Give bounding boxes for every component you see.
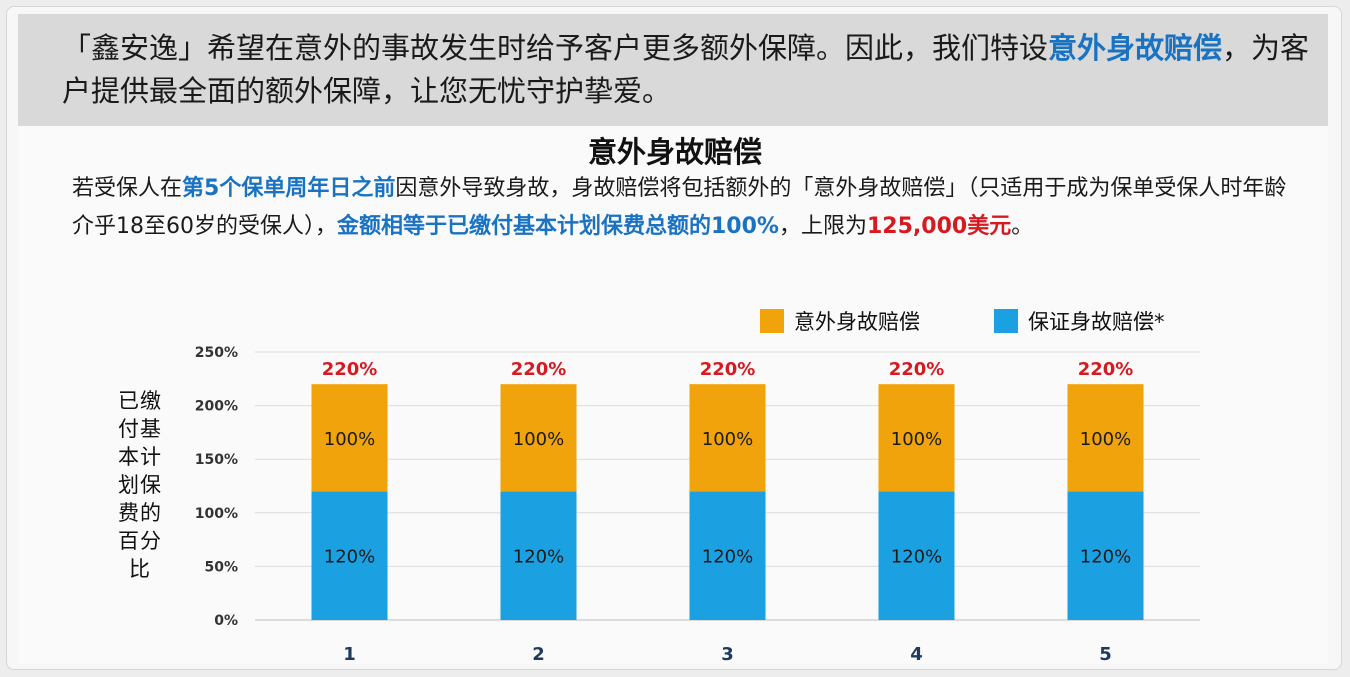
bar-segment-guaranteed xyxy=(500,491,577,620)
legend-label-guaranteed: 保证身故赔偿* xyxy=(1028,310,1165,334)
y-tick-label: 0% xyxy=(214,613,238,629)
legend-swatch-accidental xyxy=(760,309,784,333)
x-tick-label: 1 xyxy=(343,644,356,665)
bar-segment-accidental xyxy=(878,384,955,492)
y-axis-label: 已缴付基本计划保费的百分比 xyxy=(118,389,162,581)
legend-swatch-guaranteed xyxy=(994,309,1018,333)
description-text-1: 若受保人在 xyxy=(72,176,183,201)
x-tick-label: 2 xyxy=(532,644,545,665)
x-tick-label: 3 xyxy=(721,644,734,665)
description-highlight-deadline: 第5个保单周年日之前 xyxy=(182,176,396,201)
legend-item-accidental: 意外身故赔偿 xyxy=(760,306,920,336)
bar-segment-accidental xyxy=(1067,384,1144,492)
bar-segment-guaranteed xyxy=(1067,491,1144,620)
y-tick-label: 150% xyxy=(195,452,238,468)
y-tick-label: 250% xyxy=(195,345,238,361)
total-label: 220% xyxy=(700,359,756,380)
benefit-description: 若受保人在第5个保单周年日之前因意外导致身故，身故赔偿将包括额外的「意外身故赔偿… xyxy=(72,170,1292,246)
x-tick-label: 5 xyxy=(1099,644,1112,665)
data-label-accidental: 100% xyxy=(513,429,564,450)
data-label-accidental: 100% xyxy=(324,429,375,450)
data-label-accidental: 100% xyxy=(1080,429,1131,450)
intro-banner: 「鑫安逸」希望在意外的事故发生时给予客户更多额外保障。因此，我们特设意外身故赔偿… xyxy=(18,14,1328,126)
description-text-2: 因意外导致身故，身故赔偿将包括额外的「意外身故赔偿」（只适用于成为保单受保人时年… xyxy=(72,176,1287,239)
y-tick-label: 50% xyxy=(204,559,238,575)
bar-segment-guaranteed xyxy=(311,491,388,620)
y-tick-label: 100% xyxy=(195,506,238,522)
total-label: 220% xyxy=(889,359,945,380)
bar-segment-accidental xyxy=(500,384,577,492)
bar-segment-guaranteed xyxy=(689,491,766,620)
data-label-guaranteed: 120% xyxy=(513,547,564,568)
data-label-guaranteed: 120% xyxy=(702,547,753,568)
y-tick-label: 200% xyxy=(195,399,238,415)
intro-text-part1: 「鑫安逸」希望在意外的事故发生时给予客户更多额外保障。因此，我们特设 xyxy=(62,31,1049,65)
total-label: 220% xyxy=(1078,359,1134,380)
bar-segment-accidental xyxy=(311,384,388,492)
data-label-guaranteed: 120% xyxy=(891,547,942,568)
data-label-accidental: 100% xyxy=(891,429,942,450)
intro-highlight: 意外身故赔偿 xyxy=(1048,31,1223,65)
legend-item-guaranteed: 保证身故赔偿* xyxy=(994,306,1165,336)
total-label: 220% xyxy=(511,359,567,380)
data-label-guaranteed: 120% xyxy=(1080,547,1131,568)
intro-text-part2: ，为客户提供最全面的额外保障，让您无忧守护挚爱。 xyxy=(62,31,1310,108)
bar-segment-guaranteed xyxy=(878,491,955,620)
description-text-4: 。 xyxy=(1011,214,1034,239)
legend-label-accidental: 意外身故赔偿 xyxy=(794,310,920,334)
total-label: 220% xyxy=(322,359,378,380)
section-title: 意外身故赔偿 xyxy=(587,135,762,169)
description-highlight-cap: 125,000美元 xyxy=(866,214,1012,239)
bar-segment-accidental xyxy=(689,384,766,492)
data-label-accidental: 100% xyxy=(702,429,753,450)
x-tick-label: 4 xyxy=(910,644,923,665)
description-highlight-amount: 金额相等于已缴付基本计划保费总额的100% xyxy=(337,214,779,239)
data-label-guaranteed: 120% xyxy=(324,547,375,568)
description-text-3: ，上限为 xyxy=(778,214,867,239)
